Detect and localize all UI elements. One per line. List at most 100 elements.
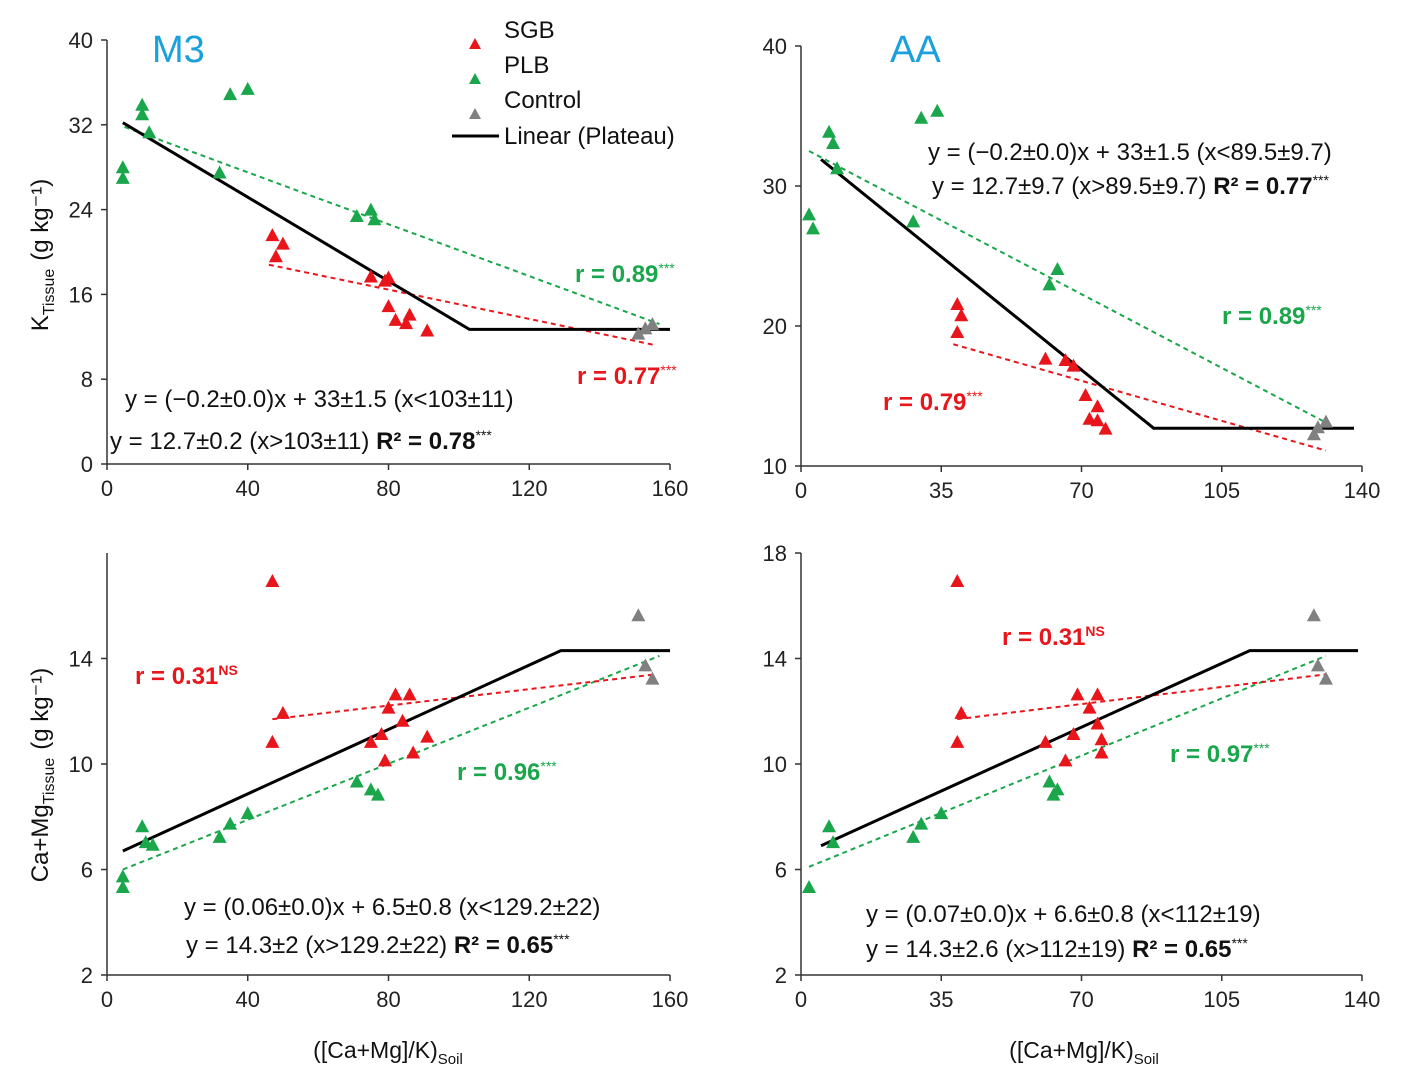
point-control — [638, 658, 653, 672]
legend: SGB PLB Control Linear (Plateau) — [452, 17, 675, 150]
point-plb — [930, 103, 945, 117]
r-label-plb: r = 0.89*** — [1222, 302, 1322, 330]
point-sgb — [1082, 700, 1097, 714]
point-sgb — [374, 726, 389, 740]
point-plb — [145, 837, 160, 851]
point-sgb — [420, 729, 435, 743]
point-sgb — [1058, 353, 1073, 366]
point-sgb — [1070, 687, 1085, 701]
point-sgb — [950, 325, 965, 338]
point-control — [638, 321, 653, 335]
point-plb — [223, 87, 238, 101]
y-tick-label: 10 — [69, 752, 93, 777]
y-tick-label: 10 — [763, 454, 787, 479]
point-control — [645, 317, 660, 331]
point-plb — [914, 816, 929, 830]
r-label-sgb: r = 0.31NS — [1002, 623, 1105, 651]
point-sgb — [265, 734, 280, 748]
panel-aa_k: 0 35 70 105 140 10 20 30 40 AA r = 0.89*** r = 0.79… — [763, 29, 1381, 503]
point-plb — [802, 207, 817, 221]
point-sgb — [954, 705, 969, 719]
point-control — [1318, 671, 1333, 685]
trend-line-plb — [808, 150, 1327, 424]
point-sgb — [950, 734, 965, 748]
equation-line-2: y = 12.7±0.2 (x>103±11) R² = 0.78*** — [110, 427, 492, 455]
x-tick-label: 105 — [1203, 987, 1240, 1012]
point-control — [645, 671, 660, 685]
legend-label-sgb: SGB — [504, 17, 555, 44]
legend-marker-control — [469, 108, 481, 119]
point-sgb — [1090, 687, 1105, 701]
panels: 0 40 80 120 160 0 8 16 24 32 40 M3 r = 0.89*** r = 0.… — [69, 28, 1381, 1012]
point-plb — [806, 221, 821, 235]
x-tick-label: 40 — [236, 987, 260, 1012]
y-tick-label: 20 — [763, 314, 787, 339]
point-sgb — [402, 307, 417, 321]
trend-line-plb — [124, 125, 660, 326]
legend-label-fit: Linear (Plateau) — [504, 123, 675, 150]
point-sgb — [1082, 411, 1097, 425]
point-control — [631, 326, 646, 340]
point-sgb — [1066, 358, 1081, 372]
legend-marker-plb — [469, 73, 481, 84]
x-tick-label: 160 — [652, 987, 689, 1012]
legend-item-plb: PLB — [469, 52, 549, 84]
point-plb — [135, 819, 150, 833]
y-tick-label: 6 — [775, 858, 787, 883]
point-plb — [349, 209, 364, 223]
legend-item-control: Control — [469, 87, 581, 119]
point-plb — [934, 806, 949, 820]
x-tick-label: 140 — [1344, 987, 1381, 1012]
x-tick-label: 70 — [1069, 987, 1093, 1012]
point-sgb — [420, 323, 435, 337]
point-plb — [223, 816, 238, 830]
point-plb — [830, 161, 845, 175]
point-plb — [826, 136, 841, 149]
trend-line-plb — [122, 654, 660, 871]
panel-title: AA — [890, 29, 941, 71]
y-tick-label: 0 — [81, 452, 93, 477]
x-tick-label: 80 — [376, 476, 400, 501]
point-sgb — [268, 249, 283, 263]
point-sgb — [275, 236, 290, 250]
point-sgb — [950, 574, 965, 588]
trend-line-sgb — [268, 263, 657, 347]
point-sgb — [1090, 413, 1105, 427]
point-sgb — [950, 297, 965, 310]
panel-aa_camg: 0 35 70 105 140 2 6 10 14 18 r = 0.31NS r = 0.97***… — [763, 541, 1381, 1012]
x-tick-label: 70 — [1069, 478, 1093, 503]
equation-line-2: y = 14.3±2.6 (x>112±19) R² = 0.65*** — [866, 935, 1248, 963]
trend-line-sgb — [272, 673, 657, 721]
point-plb — [115, 170, 130, 184]
legend-label-control: Control — [504, 87, 581, 114]
r-label-plb: r = 0.97*** — [1170, 740, 1270, 768]
trend-line-sgb — [952, 343, 1327, 452]
point-sgb — [406, 745, 421, 759]
point-sgb — [381, 700, 396, 714]
point-plb — [822, 819, 837, 833]
y-tick-label: 14 — [69, 647, 93, 672]
y-tick-label: 40 — [69, 28, 93, 53]
point-sgb — [1078, 388, 1093, 401]
point-plb — [115, 869, 130, 883]
point-plb — [135, 107, 150, 121]
point-control — [1306, 608, 1321, 622]
point-plb — [142, 125, 157, 139]
point-sgb — [402, 687, 417, 701]
point-plb — [363, 202, 378, 216]
point-plb — [115, 879, 130, 893]
x-axis-label-right: ([Ca+Mg]/K)Soil — [1009, 1037, 1159, 1068]
fit-line-linear-plateau — [122, 121, 670, 331]
point-sgb — [399, 316, 414, 330]
point-plb — [240, 806, 255, 820]
fit-line-linear-plateau — [122, 649, 670, 853]
y-axis-label-bottom: Ca+MgTissue(g kg⁻¹) — [27, 668, 58, 883]
y-tick-label: 2 — [775, 963, 787, 988]
y-tick-label: 18 — [763, 541, 787, 566]
x-tick-label: 160 — [652, 476, 689, 501]
point-plb — [1042, 774, 1057, 788]
point-control — [1310, 658, 1325, 672]
point-plb — [1042, 277, 1057, 291]
y-tick-label: 2 — [81, 963, 93, 988]
